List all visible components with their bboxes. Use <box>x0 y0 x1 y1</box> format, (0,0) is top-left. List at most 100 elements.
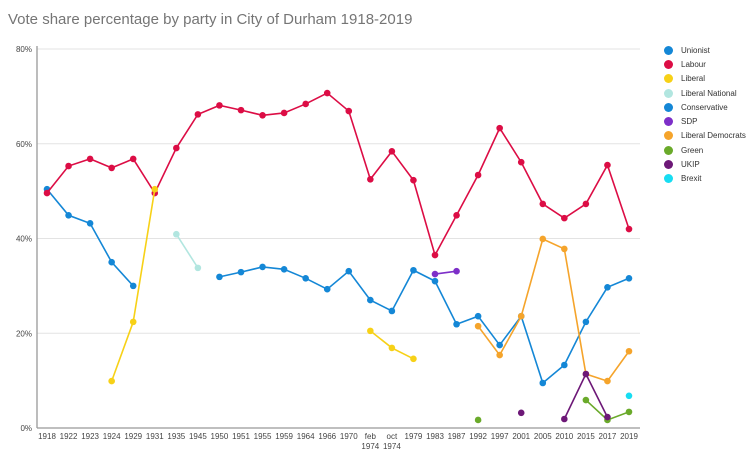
x-tick-label: 1959 <box>275 432 293 441</box>
data-point-liberal-democrats <box>625 347 633 355</box>
data-point-unionist <box>65 211 72 219</box>
data-point-labour <box>280 109 288 117</box>
x-tick-label: 2017 <box>599 432 617 441</box>
data-point-liberal-democrats <box>561 245 568 253</box>
data-point-labour <box>108 164 115 172</box>
legend-label: SDP <box>681 117 698 127</box>
data-point-labour <box>129 155 137 163</box>
data-point-liberal-national <box>194 264 202 272</box>
legend-label: Brexit <box>681 174 702 184</box>
legend-item: Conservative <box>664 100 746 114</box>
data-point-liberal-national <box>173 230 180 238</box>
series-line-liberal-national <box>175 233 199 269</box>
data-point-conservative <box>216 273 223 281</box>
data-point-liberal-democrats <box>517 312 525 320</box>
data-point-brexit <box>625 392 633 400</box>
x-tick-label: 1924 <box>103 432 121 441</box>
legend-item: Liberal National <box>664 86 746 100</box>
data-point-liberal <box>151 185 159 193</box>
data-point-labour <box>496 124 503 132</box>
data-point-liberal <box>367 327 374 335</box>
data-point-liberal <box>129 318 137 326</box>
x-tick-label: 1987 <box>448 432 466 441</box>
series-line-liberal-democrats <box>477 237 630 383</box>
data-point-labour <box>65 162 72 170</box>
x-tick-label: 1918 <box>38 432 56 441</box>
legend-marker <box>664 88 673 98</box>
data-point-green <box>582 396 590 404</box>
x-tick-label: 2001 <box>512 432 530 441</box>
legend-marker <box>664 45 673 55</box>
data-point-liberal <box>388 344 396 352</box>
data-point-conservative <box>367 296 374 304</box>
data-point-conservative <box>302 274 309 282</box>
data-point-unionist <box>86 220 94 227</box>
legend-label: Liberal Democrats <box>681 131 746 141</box>
data-point-labour <box>367 175 374 183</box>
x-tick-label: 2019 <box>620 432 638 441</box>
data-point-conservative <box>237 268 245 276</box>
data-point-conservative <box>388 307 396 315</box>
data-point-labour <box>561 214 568 222</box>
data-point-conservative <box>582 318 590 326</box>
legend-marker <box>664 74 673 84</box>
legend-label: Labour <box>681 59 706 69</box>
y-tick-label: 20% <box>16 329 32 338</box>
data-point-conservative <box>323 285 331 293</box>
data-point-labour <box>216 102 223 109</box>
data-point-labour <box>474 171 482 179</box>
x-tick-label: 1951 <box>232 432 250 441</box>
data-point-labour <box>302 100 309 108</box>
data-point-unionist <box>108 258 115 266</box>
data-point-conservative <box>345 267 353 275</box>
data-point-conservative <box>496 341 503 349</box>
x-tick-label: 1979 <box>405 432 423 441</box>
legend-item: Liberal Democrats <box>664 129 746 143</box>
x-tick-label: 1935 <box>167 432 185 441</box>
data-point-ukip <box>582 370 590 378</box>
data-point-liberal <box>410 355 417 363</box>
data-point-sdp <box>431 270 439 278</box>
data-point-labour <box>582 200 590 208</box>
x-tick-label: oct 1974 <box>383 432 401 451</box>
legend-marker <box>664 145 673 155</box>
data-point-labour <box>194 111 202 118</box>
series-line-ukip <box>563 372 609 420</box>
x-tick-label: 2010 <box>555 432 573 441</box>
x-tick-label: 1922 <box>60 432 78 441</box>
data-point-green <box>625 408 633 416</box>
x-tick-label: 1931 <box>146 432 164 441</box>
legend-label: Conservative <box>681 102 728 112</box>
x-tick-label: 2005 <box>534 432 552 441</box>
x-tick-label: 1955 <box>254 432 272 441</box>
legend-label: UKIP <box>681 160 700 170</box>
series-line-conservative <box>219 266 630 385</box>
data-point-labour <box>323 89 331 97</box>
data-point-labour <box>625 225 633 233</box>
data-point-labour <box>604 161 611 169</box>
legend-item: SDP <box>664 114 746 128</box>
data-point-liberal-democrats <box>474 322 482 330</box>
data-point-labour <box>453 211 460 219</box>
data-point-labour <box>86 155 94 163</box>
data-point-conservative <box>474 312 482 320</box>
data-point-liberal-democrats <box>604 377 611 385</box>
chart-title: Vote share percentage by party in City o… <box>8 11 413 28</box>
legend-label: Unionist <box>681 45 710 55</box>
legend-item: Liberal <box>664 72 746 86</box>
legend-marker <box>664 160 673 170</box>
data-point-liberal-democrats <box>496 351 503 359</box>
legend-marker <box>664 174 673 184</box>
x-tick-label: 2015 <box>577 432 595 441</box>
legend-marker <box>664 117 673 127</box>
x-tick-label: 1983 <box>426 432 444 441</box>
data-point-conservative <box>259 263 266 271</box>
data-point-labour <box>539 200 547 208</box>
data-point-conservative <box>561 361 568 369</box>
data-point-labour <box>517 158 525 166</box>
data-point-labour <box>259 112 266 119</box>
x-tick-label: 1992 <box>469 432 487 441</box>
data-point-conservative <box>280 265 288 273</box>
x-tick-label: 1923 <box>81 432 99 441</box>
